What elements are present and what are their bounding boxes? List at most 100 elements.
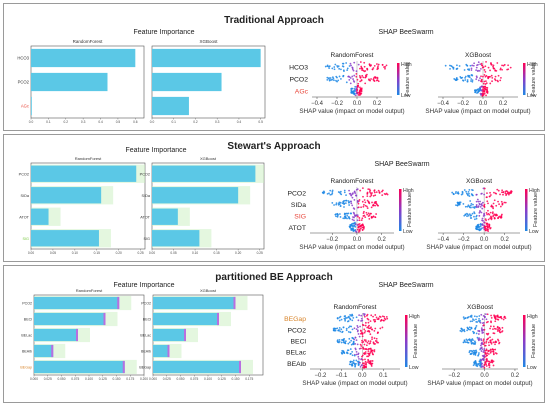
- category-label: PCO2: [140, 172, 150, 176]
- shap-point: [481, 343, 484, 345]
- shap-point: [374, 320, 377, 323]
- shap-point: [326, 78, 329, 81]
- shap-point: [368, 217, 371, 220]
- shap-point: [365, 344, 368, 347]
- category-label: BECl: [143, 318, 151, 322]
- tick-label: 0.05: [50, 251, 56, 255]
- shap-point: [469, 315, 472, 318]
- shap-point: [372, 78, 375, 81]
- shap-point: [497, 74, 500, 77]
- shap-point: [477, 224, 479, 227]
- shap-point: [474, 328, 477, 330]
- shap-point: [493, 316, 496, 318]
- shap-point: [476, 92, 478, 94]
- shap-point: [363, 343, 366, 346]
- tick-label: 0.2: [64, 120, 69, 124]
- shap-point: [356, 85, 359, 88]
- shap-point: [502, 191, 505, 194]
- shap-point: [480, 339, 483, 342]
- shap-point: [477, 353, 480, 356]
- shap-point: [485, 354, 488, 357]
- shap-point: [335, 203, 338, 206]
- shap-point: [354, 221, 356, 224]
- shap-point: [510, 191, 513, 194]
- shap-point: [460, 77, 462, 79]
- shap-point: [353, 327, 356, 330]
- shap-point: [473, 62, 476, 65]
- shap-point: [351, 218, 354, 221]
- shap-point: [466, 341, 469, 344]
- shap-point: [350, 228, 353, 230]
- bar: [34, 360, 125, 374]
- bar: [31, 187, 102, 204]
- shap-point: [362, 227, 365, 230]
- shap-point: [484, 344, 487, 347]
- shap-point: [487, 77, 490, 80]
- shap-point: [384, 67, 386, 70]
- shap-point: [490, 314, 492, 317]
- shap-point: [365, 363, 368, 366]
- shap-point: [501, 203, 504, 205]
- shap-point: [492, 325, 495, 328]
- shap-point: [340, 328, 343, 331]
- shap-point: [477, 61, 480, 64]
- shap-point: [469, 320, 472, 323]
- bar: [31, 165, 137, 182]
- shap-point: [475, 364, 478, 367]
- shap-point: [468, 195, 471, 197]
- shap-point: [485, 365, 488, 367]
- shap-point: [491, 76, 494, 79]
- shap-point: [374, 314, 377, 316]
- shap-point: [350, 339, 353, 342]
- shap-point: [496, 325, 499, 328]
- shap-point: [360, 317, 363, 320]
- bar-edge: [184, 328, 186, 342]
- shap-point: [500, 76, 502, 79]
- colorbar-low: Low: [527, 93, 537, 99]
- shap-point: [485, 91, 488, 93]
- shap-point: [328, 77, 331, 79]
- shap-point: [326, 64, 329, 67]
- shap-point: [371, 336, 373, 339]
- tick-label: 0.20: [235, 251, 241, 255]
- shap-point: [354, 364, 357, 367]
- shap-point: [479, 347, 482, 350]
- shap-point: [344, 215, 347, 217]
- shap-point: [331, 67, 334, 70]
- shap-point: [477, 205, 480, 208]
- colorbar-high: High: [401, 62, 412, 68]
- tick-label: 0.200: [140, 377, 148, 381]
- shap-point: [497, 217, 499, 220]
- shap-point: [384, 66, 387, 68]
- shap-point: [347, 320, 350, 322]
- bar-chart-randomforest: RandomForest PCO2 SIDa ATOT SIG 0.00 0.05 0.10 0…: [19, 156, 146, 255]
- shap-point: [381, 326, 384, 329]
- feature-label: AGc: [295, 89, 309, 96]
- shap-point: [345, 217, 347, 219]
- shap-point: [489, 336, 491, 339]
- shap-point: [357, 326, 359, 329]
- shap-point: [502, 193, 504, 196]
- shap-point: [444, 64, 447, 67]
- bar: [31, 208, 49, 225]
- shap-point: [462, 203, 465, 205]
- beeswarm-randomforest: RandomForest HCO3 PCO2 AGc−0.4 −0.2 0.0 0.2SHA…: [289, 52, 412, 115]
- shap-point: [369, 340, 372, 343]
- shap-point: [479, 200, 481, 203]
- shap-point: [473, 362, 476, 365]
- shap-point: [369, 195, 372, 198]
- shap-point: [464, 317, 467, 320]
- colorbar: [397, 63, 400, 95]
- category-label: BELac: [21, 334, 32, 338]
- shap-point: [362, 205, 365, 208]
- shap-point: [474, 343, 477, 345]
- tick-label: 0.25: [138, 251, 144, 255]
- shap-point: [345, 194, 347, 197]
- shap-point: [355, 339, 358, 342]
- shap-point: [365, 211, 368, 214]
- shap-point: [363, 199, 366, 201]
- shap-point: [367, 212, 370, 215]
- shap-point: [352, 80, 355, 82]
- colorbar-label: Feature value: [533, 193, 539, 227]
